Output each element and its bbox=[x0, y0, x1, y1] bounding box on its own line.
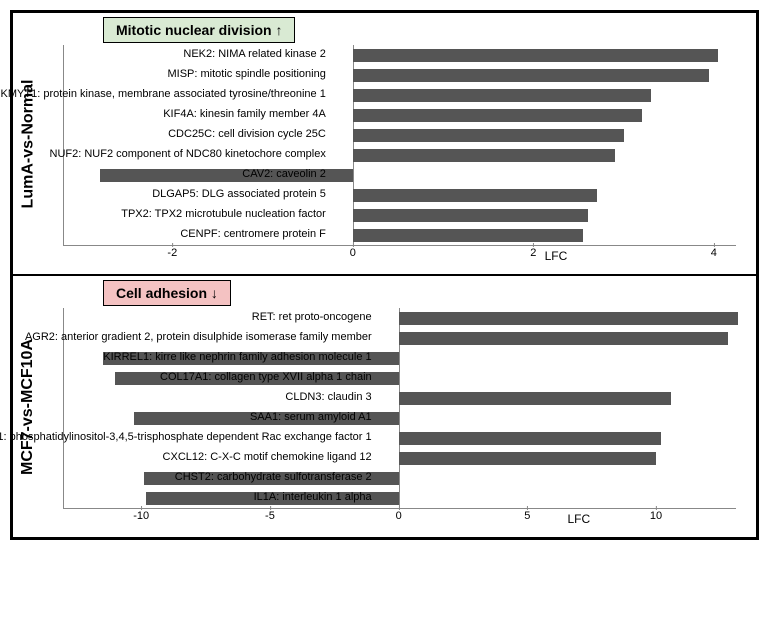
gene-label: COL17A1: collagen type XVII alpha 1 chai… bbox=[160, 371, 372, 383]
gene-label: KIF4A: kinesin family member 4A bbox=[163, 108, 326, 120]
bar-chart: RET: ret proto-oncogeneAGR2: anterior gr… bbox=[63, 308, 736, 509]
bar bbox=[353, 49, 719, 62]
x-axis-label: LFC bbox=[567, 512, 590, 526]
bar bbox=[353, 89, 651, 102]
bar bbox=[353, 209, 588, 222]
bar bbox=[399, 312, 739, 325]
x-tick: -5 bbox=[265, 510, 275, 522]
x-tick: -10 bbox=[133, 510, 149, 522]
x-tick: 4 bbox=[711, 247, 717, 259]
gene-label: KIRREL1: kirre like nephrin family adhes… bbox=[103, 351, 371, 363]
plot-area: Cell adhesion ↓RET: ret proto-oncogeneAG… bbox=[43, 276, 756, 537]
bar bbox=[399, 332, 728, 345]
x-axis: -10 -5 0 5 10 bbox=[64, 508, 736, 528]
gene-label: CAV2: caveolin 2 bbox=[242, 168, 326, 180]
panel-vertical-label: MCF7-vs-MCF10A bbox=[13, 276, 43, 537]
bar bbox=[353, 69, 710, 82]
x-axis: -2 0 2 4 bbox=[64, 245, 736, 265]
x-tick: 5 bbox=[524, 510, 530, 522]
bar-chart: NEK2: NIMA related kinase 2 MISP: mitotic… bbox=[63, 45, 736, 246]
gene-label: CDC25C: cell division cycle 25C bbox=[168, 128, 326, 140]
gene-label: CLDN3: claudin 3 bbox=[285, 391, 371, 403]
x-tick: 2 bbox=[530, 247, 536, 259]
bar bbox=[353, 109, 642, 122]
gene-label: NEK2: NIMA related kinase 2 bbox=[183, 48, 325, 60]
gene-label: PREX1: phosphatidylinositol-3,4,5-trisph… bbox=[0, 431, 372, 443]
gene-label: MISP: mitotic spindle positioning bbox=[167, 68, 325, 80]
bar bbox=[353, 189, 597, 202]
category-tag: Cell adhesion ↓ bbox=[103, 280, 231, 306]
gene-label: SAA1: serum amyloid A1 bbox=[250, 411, 372, 423]
gene-label: TPX2: TPX2 microtubule nucleation factor bbox=[121, 208, 326, 220]
bar bbox=[353, 129, 624, 142]
gene-label: CXCL12: C-X-C motif chemokine ligand 12 bbox=[163, 451, 372, 463]
bar bbox=[353, 149, 615, 162]
x-axis-label: LFC bbox=[545, 249, 568, 263]
plot-area: Mitotic nuclear division ↑NEK2: NIMA rel… bbox=[43, 13, 756, 274]
panel-top: LumA-vs-NormalMitotic nuclear division ↑… bbox=[11, 11, 758, 276]
gene-label: CENPF: centromere protein F bbox=[180, 228, 326, 240]
x-tick: 0 bbox=[350, 247, 356, 259]
panel-vertical-label: LumA-vs-Normal bbox=[13, 13, 43, 274]
panel-bottom: MCF7-vs-MCF10ACell adhesion ↓RET: ret pr… bbox=[11, 276, 758, 539]
gene-label: PKMYT1: protein kinase, membrane associa… bbox=[0, 88, 326, 100]
bar bbox=[353, 229, 583, 242]
bar bbox=[399, 432, 662, 445]
gene-label: NUF2: NUF2 component of NDC80 kinetochor… bbox=[50, 148, 326, 160]
gene-label: DLGAP5: DLG associated protein 5 bbox=[152, 188, 326, 200]
panel-vertical-label-text: MCF7-vs-MCF10A bbox=[19, 338, 37, 474]
x-tick: -2 bbox=[167, 247, 177, 259]
gene-label: CHST2: carbohydrate sulfotransferase 2 bbox=[175, 471, 372, 483]
bar bbox=[399, 392, 672, 405]
gene-label: RET: ret proto-oncogene bbox=[252, 311, 372, 323]
x-tick: 10 bbox=[650, 510, 662, 522]
figure-container: LumA-vs-NormalMitotic nuclear division ↑… bbox=[10, 10, 759, 540]
x-tick: 0 bbox=[396, 510, 402, 522]
gene-label: IL1A: interleukin 1 alpha bbox=[254, 491, 372, 503]
gene-label: AGR2: anterior gradient 2, protein disul… bbox=[25, 331, 372, 343]
category-tag: Mitotic nuclear division ↑ bbox=[103, 17, 295, 43]
bar bbox=[399, 452, 656, 465]
